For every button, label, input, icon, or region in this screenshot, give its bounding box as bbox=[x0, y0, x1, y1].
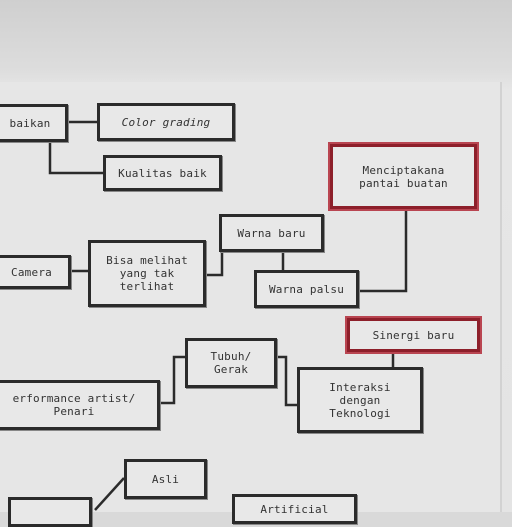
node-bottom-left bbox=[8, 497, 92, 527]
connector-bottom-asli bbox=[94, 477, 125, 511]
node-kualitas-baik: Kualitas baik bbox=[103, 155, 222, 191]
connector-tubuh-interaksi bbox=[277, 355, 298, 407]
node-asli: Asli bbox=[124, 459, 207, 499]
connector-perbaikan-kualitas bbox=[48, 140, 104, 175]
node-sinergi-baru: Sinergi baru bbox=[347, 318, 480, 352]
node-interaksi-teknologi: Interaksi dengan Teknologi bbox=[297, 367, 423, 433]
connector-performance-tubuh bbox=[160, 355, 186, 405]
connector-bisa-warnabaru bbox=[206, 252, 224, 277]
node-tubuh-gerak: Tubuh/ Gerak bbox=[185, 338, 277, 388]
connector-lines bbox=[48, 120, 408, 511]
node-warna-baru: Warna baru bbox=[219, 214, 324, 252]
node-warna-palsu: Warna palsu bbox=[254, 270, 359, 308]
node-color-grading: Color grading bbox=[97, 103, 235, 141]
node-performance-artist: erformance artist/ Penari bbox=[0, 380, 160, 430]
node-camera: Camera bbox=[0, 255, 71, 289]
node-artificial: Artificial bbox=[232, 494, 357, 524]
node-menciptakan-pantai-buatan: Menciptakana pantai buatan bbox=[330, 144, 477, 209]
connector-menciptakan-warnapalsu bbox=[359, 209, 408, 293]
node-perbaikan: baikan bbox=[0, 104, 68, 142]
node-bisa-melihat: Bisa melihat yang tak terlihat bbox=[88, 240, 206, 307]
